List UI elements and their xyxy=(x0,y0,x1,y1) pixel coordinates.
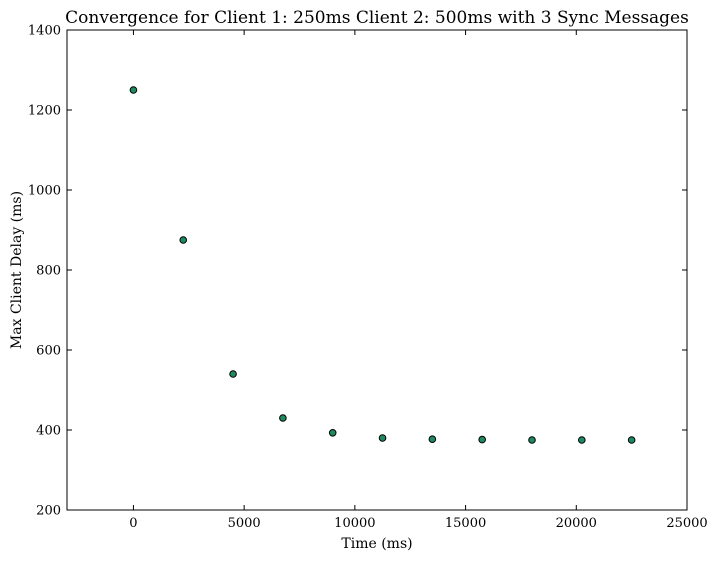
data-point xyxy=(528,436,536,444)
y-tick-label: 1400 xyxy=(28,24,61,39)
x-tick-label: 15000 xyxy=(445,516,486,531)
y-tick-label: 1200 xyxy=(28,104,61,119)
data-point xyxy=(627,436,636,444)
data-point xyxy=(478,435,486,444)
y-tick-label: 1000 xyxy=(28,184,61,199)
y-tick-label: 600 xyxy=(36,344,61,359)
data-point xyxy=(129,86,138,94)
x-tick-label: 20000 xyxy=(556,516,597,531)
data-point xyxy=(229,370,237,378)
data-point xyxy=(378,434,387,442)
data-point xyxy=(279,414,287,422)
x-tick-label: 10000 xyxy=(334,516,375,531)
axis-ticks: 0 5000 10000 15000 20000 25000 200 400 600 800 100… xyxy=(28,24,708,532)
x-tick-label: 0 xyxy=(129,516,137,531)
y-tick-label: 400 xyxy=(36,424,61,439)
plot-area xyxy=(66,29,688,511)
y-axis-label: Max Client Delay (ms) xyxy=(9,191,25,349)
x-tick-label: 5000 xyxy=(228,516,261,531)
data-point xyxy=(328,429,337,437)
x-tick-label: 25000 xyxy=(666,516,707,531)
data-point xyxy=(179,236,188,244)
data-point xyxy=(428,435,437,444)
chart-title: Convergence for Client 1: 250ms Client 2… xyxy=(65,8,689,28)
y-tick-label: 800 xyxy=(36,264,61,279)
y-tick-label: 200 xyxy=(36,504,61,519)
data-point xyxy=(578,436,586,444)
x-axis-label: Time (ms) xyxy=(341,536,412,552)
data-points xyxy=(129,86,636,444)
